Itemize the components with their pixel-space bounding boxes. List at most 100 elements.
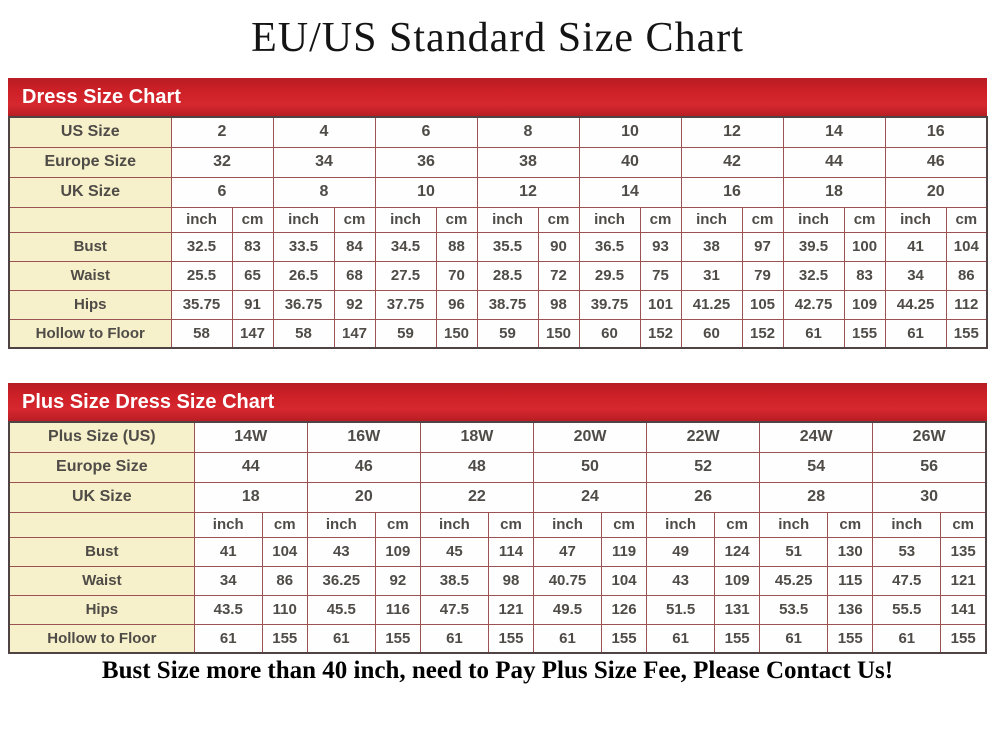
measurement-cell-inch: 35.75 (170, 289, 233, 320)
measurement-cell-inch: 41 (884, 231, 947, 262)
measurement-cell-inch: 41.25 (680, 289, 743, 320)
size-value-cell: 22 (419, 481, 534, 513)
measurement-row: Hips 35.75 91 36.75 92 37.75 96 38.75 98 39.75 101… (8, 289, 988, 320)
measurement-cell-cm: 86 (261, 565, 308, 596)
unit-cell-cm: cm (231, 206, 274, 233)
measurement-cell-cm: 97 (741, 231, 784, 262)
unit-cell-cm: cm (714, 511, 761, 538)
measurement-cell-inch: 45.25 (759, 565, 829, 596)
measurement-cell-inch: 45 (419, 536, 489, 567)
measurement-cell-cm: 83 (843, 260, 886, 291)
unit-row: inch cm inch cm inch cm inch cm inch cm inch cm inch… (8, 511, 987, 538)
measurement-cell-inch: 58 (170, 318, 233, 349)
measurement-cell-inch: 55.5 (872, 594, 942, 625)
unit-cell-cm: cm (639, 206, 682, 233)
measurement-cell-cm: 83 (231, 231, 274, 262)
measurement-cell-inch: 32.5 (782, 260, 845, 291)
unit-cell-cm: cm (261, 511, 308, 538)
measurement-cell-cm: 131 (714, 594, 761, 625)
size-value-cell: 54 (759, 451, 874, 483)
unit-cell-cm: cm (333, 206, 376, 233)
measurement-row: Waist 34 86 36.25 92 38.5 98 40.75 104 43 109 45.25… (8, 565, 987, 596)
measurement-cell-cm: 91 (231, 289, 274, 320)
measurement-cell-cm: 112 (945, 289, 988, 320)
measurement-cell-inch: 53.5 (759, 594, 829, 625)
measurement-cell-cm: 109 (714, 565, 761, 596)
measurement-cell-inch: 26.5 (272, 260, 335, 291)
size-value-cell: 44 (193, 451, 308, 483)
row-label: Hips (8, 289, 172, 320)
measurement-cell-inch: 34 (193, 565, 263, 596)
measurement-cell-inch: 36.25 (306, 565, 376, 596)
unit-cell-inch: inch (884, 206, 947, 233)
row-label: Waist (8, 260, 172, 291)
measurement-cell-inch: 51 (759, 536, 829, 567)
unit-cell-cm: cm (741, 206, 784, 233)
size-value-cell: 50 (532, 451, 648, 483)
row-label: UK Size (8, 176, 172, 208)
measurement-row: Waist 25.5 65 26.5 68 27.5 70 28.5 72 29.5 75 31 79 3… (8, 260, 988, 291)
size-value-cell: 20 (306, 481, 421, 513)
size-value-cell: 34 (272, 146, 376, 178)
measurement-row: Hips 43.5 110 45.5 116 47.5 121 49.5 126 51.5 131 5… (8, 594, 987, 625)
measurement-cell-inch: 58 (272, 318, 335, 349)
measurement-cell-inch: 49.5 (532, 594, 603, 625)
unit-cell-inch: inch (170, 206, 233, 233)
measurement-cell-cm: 147 (333, 318, 376, 349)
unit-cell-inch: inch (782, 206, 845, 233)
row-label: Europe Size (8, 451, 195, 483)
measurement-cell-cm: 65 (231, 260, 274, 291)
measurement-cell-inch: 59 (374, 318, 437, 349)
measurement-cell-cm: 121 (940, 565, 987, 596)
measurement-cell-inch: 32.5 (170, 231, 233, 262)
size-value-cell: 18W (419, 421, 534, 453)
size-value-cell: 40 (578, 146, 682, 178)
unit-cell-inch: inch (374, 206, 437, 233)
measurement-cell-inch: 61 (872, 623, 942, 654)
measurement-cell-inch: 47.5 (872, 565, 942, 596)
row-label: US Size (8, 116, 172, 148)
row-label: Hollow to Floor (8, 623, 195, 654)
measurement-row: Hollow to Floor 58 147 58 147 59 150 59 150 60 152… (8, 318, 988, 349)
unit-cell-cm: cm (843, 206, 886, 233)
size-row: Plus Size (US) 14W 16W 18W 20W 22W 24W 26W (8, 421, 987, 453)
measurement-cell-inch: 25.5 (170, 260, 233, 291)
measurement-cell-cm: 115 (827, 565, 874, 596)
measurement-cell-inch: 35.5 (476, 231, 539, 262)
measurement-cell-cm: 152 (639, 318, 682, 349)
unit-cell-inch: inch (759, 511, 829, 538)
size-value-cell: 24W (759, 421, 874, 453)
measurement-cell-cm: 119 (601, 536, 648, 567)
measurement-cell-inch: 47.5 (419, 594, 489, 625)
measurement-cell-cm: 109 (374, 536, 421, 567)
measurement-cell-inch: 41 (193, 536, 263, 567)
measurement-cell-cm: 135 (940, 536, 987, 567)
size-value-cell: 8 (476, 116, 580, 148)
unit-cell-inch: inch (476, 206, 539, 233)
size-value-cell: 24 (532, 481, 648, 513)
measurement-row: Bust 32.5 83 33.5 84 34.5 88 35.5 90 36.5 93 38 97 39… (8, 231, 988, 262)
size-value-cell: 42 (680, 146, 784, 178)
measurement-cell-cm: 155 (714, 623, 761, 654)
unit-cell-inch: inch (419, 511, 489, 538)
measurement-cell-inch: 43.5 (193, 594, 263, 625)
measurement-cell-cm: 155 (827, 623, 874, 654)
measurement-cell-cm: 150 (537, 318, 580, 349)
size-row: US Size 2 4 6 8 10 12 14 16 (8, 116, 988, 148)
size-value-cell: 56 (872, 451, 987, 483)
measurement-cell-cm: 100 (843, 231, 886, 262)
measurement-cell-inch: 49 (646, 536, 716, 567)
size-value-cell: 18 (782, 176, 886, 208)
size-value-cell: 32 (170, 146, 274, 178)
measurement-cell-cm: 155 (843, 318, 886, 349)
measurement-cell-inch: 60 (578, 318, 641, 349)
size-value-cell: 16 (680, 176, 784, 208)
measurement-cell-inch: 47 (532, 536, 603, 567)
measurement-cell-cm: 105 (741, 289, 784, 320)
measurement-cell-cm: 147 (231, 318, 274, 349)
unit-cell-inch: inch (532, 511, 603, 538)
measurement-cell-cm: 116 (374, 594, 421, 625)
measurement-cell-inch: 36.5 (578, 231, 641, 262)
measurement-cell-inch: 45.5 (306, 594, 376, 625)
measurement-cell-inch: 34 (884, 260, 947, 291)
